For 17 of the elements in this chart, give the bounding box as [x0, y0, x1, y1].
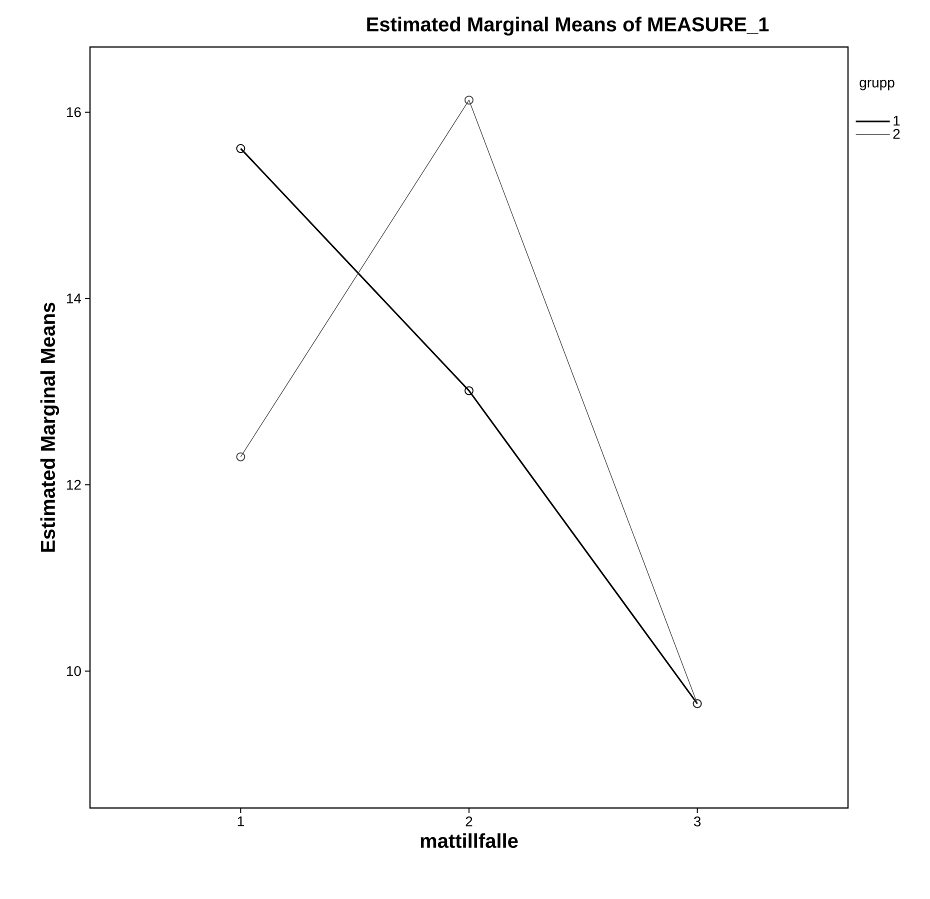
x-tick-label: 1 [238, 816, 244, 826]
chart-title: Estimated Marginal Means of MEASURE_1 [367, 16, 769, 36]
x-tick-label: 3 [694, 816, 701, 826]
y-tick-label: 14 [66, 294, 82, 304]
y-tick-label: 12 [66, 480, 81, 490]
legend-title: grupp [860, 80, 894, 90]
point [464, 96, 474, 105]
point [236, 452, 246, 462]
point [464, 386, 474, 396]
x-tick-label: 2 [466, 816, 472, 826]
y-tick-label: 16 [66, 107, 81, 118]
point [236, 144, 246, 154]
legend-label: 2 [893, 128, 900, 139]
x-axis-title: mattillfalle [420, 833, 518, 848]
y-tick-label: 10 [66, 666, 81, 676]
y-axis-title: Estimated Marginal Means [40, 302, 60, 552]
legend-label: 1 [894, 116, 900, 126]
